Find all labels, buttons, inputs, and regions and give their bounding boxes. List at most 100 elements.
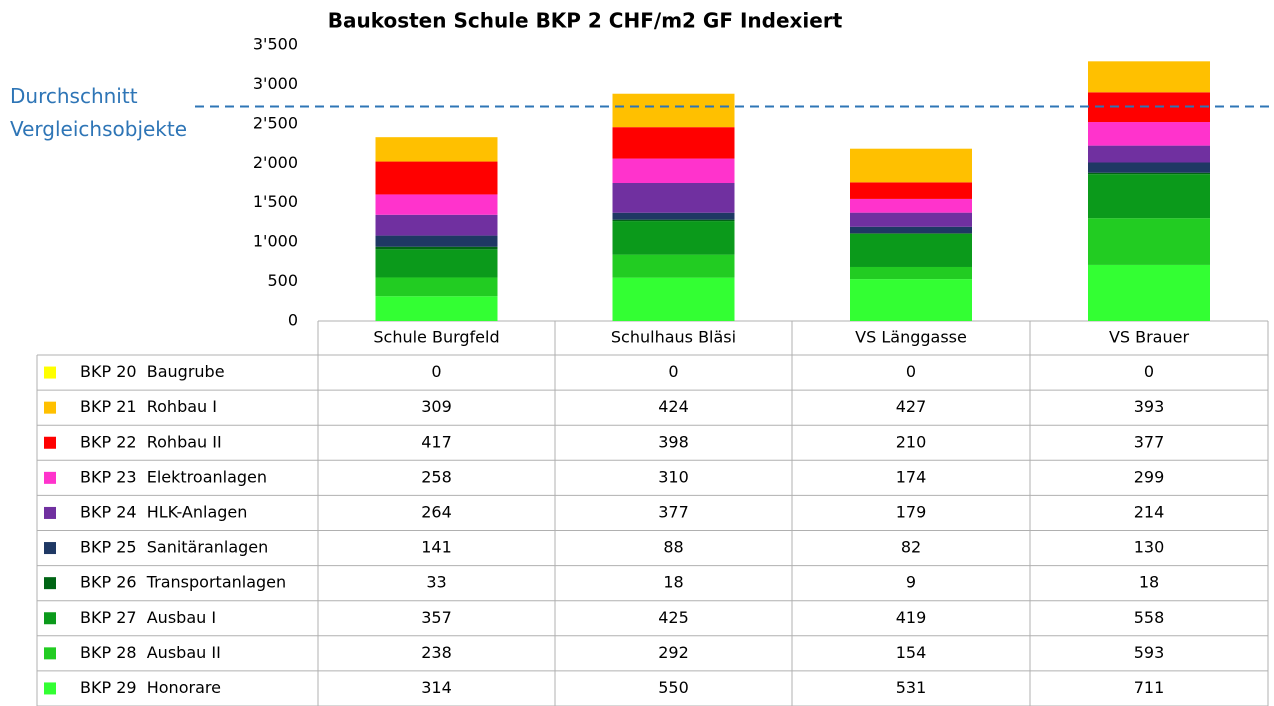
- table-value: 531: [896, 678, 927, 697]
- bar-segment: [1088, 264, 1210, 321]
- legend-swatch: [44, 612, 56, 625]
- reference-label: Durchschnitt Vergleichsobjekte: [10, 84, 188, 141]
- table-value: 238: [421, 643, 452, 662]
- bar-segment: [850, 266, 972, 280]
- table-value: 357: [421, 608, 452, 627]
- table-value: 0: [906, 362, 916, 381]
- category-label: Schulhaus Bläsi: [611, 328, 736, 347]
- table-value: 299: [1134, 467, 1165, 486]
- table-value: 711: [1134, 678, 1165, 697]
- legend-swatch: [44, 506, 56, 519]
- category-label: VS Länggasse: [855, 328, 967, 347]
- bar-segment: [612, 221, 735, 255]
- table-value: 33: [426, 573, 446, 592]
- table-value: 18: [663, 573, 683, 592]
- legend-swatch: [44, 436, 56, 449]
- bar-segment: [375, 161, 498, 195]
- bar-segment: [850, 233, 972, 234]
- legend-label: BKP 21 Rohbau I: [80, 397, 217, 416]
- y-tick-label: 1'500: [253, 192, 298, 211]
- table-value: 214: [1134, 502, 1165, 521]
- bar-segment: [850, 279, 972, 321]
- legend-swatch: [44, 577, 56, 590]
- table-value: 419: [896, 608, 927, 627]
- table-value: 424: [658, 397, 689, 416]
- category-label: Schule Burgfeld: [373, 328, 499, 347]
- bar-segment: [850, 148, 972, 183]
- bar-segment: [612, 183, 735, 213]
- table-value: 427: [896, 397, 927, 416]
- bar-segment: [612, 212, 735, 220]
- legend-swatch: [44, 682, 56, 695]
- table-value: 0: [668, 362, 678, 381]
- y-tick-label: 3'500: [253, 35, 298, 54]
- table-value: 130: [1134, 538, 1165, 557]
- table-value: 174: [896, 467, 927, 486]
- table-value: 393: [1134, 397, 1165, 416]
- bar-segment: [1088, 174, 1210, 219]
- legend-swatch: [44, 471, 56, 484]
- table-value: 398: [658, 432, 689, 451]
- bar-segment: [375, 235, 498, 247]
- table-value: 141: [421, 538, 452, 557]
- bar-segment: [375, 277, 498, 297]
- table-value: 264: [421, 502, 452, 521]
- table-value: 82: [901, 538, 921, 557]
- table-value: 9: [906, 573, 916, 592]
- bar-segment: [1088, 145, 1210, 163]
- table-value: 314: [421, 678, 452, 697]
- table-value: 377: [658, 502, 689, 521]
- bar-segment: [850, 212, 972, 227]
- bar-segment: [612, 277, 735, 321]
- legend-label: BKP 25 Sanitäranlagen: [80, 538, 268, 557]
- bar-segment: [850, 233, 972, 267]
- chart-title: Baukosten Schule BKP 2 CHF/m2 GF Indexie…: [328, 9, 843, 33]
- legend-swatch: [44, 542, 56, 555]
- table-value: 425: [658, 608, 689, 627]
- legend-label: BKP 26 Transportanlagen: [80, 573, 286, 592]
- bar-segment: [1088, 162, 1210, 173]
- y-tick-label: 3'000: [253, 74, 298, 93]
- table-value: 0: [431, 362, 441, 381]
- bar-segment: [1088, 61, 1210, 93]
- table-value: 309: [421, 397, 452, 416]
- bar-segment: [850, 226, 972, 234]
- legend-label: BKP 20 Baugrube: [80, 362, 225, 381]
- legend-label: BKP 28 Ausbau II: [80, 643, 221, 662]
- legend-swatch: [44, 366, 56, 379]
- legend-label: BKP 23 Elektroanlagen: [80, 467, 267, 486]
- legend-swatch: [44, 647, 56, 660]
- y-tick-label: 500: [267, 271, 298, 290]
- bar-segment: [612, 127, 735, 159]
- category-label: VS Brauer: [1109, 328, 1190, 347]
- legend-label: BKP 24 HLK-Anlagen: [80, 502, 247, 521]
- table-value: 179: [896, 502, 927, 521]
- table-value: 258: [421, 467, 452, 486]
- bar-segment: [850, 182, 972, 199]
- bar-segment: [375, 246, 498, 250]
- y-tick-label: 2'500: [253, 113, 298, 132]
- y-tick-label: 1'000: [253, 232, 298, 251]
- legend-label: BKP 27 Ausbau I: [80, 608, 216, 627]
- bar-segment: [850, 198, 972, 213]
- table-value: 550: [658, 678, 689, 697]
- table-value: 18: [1139, 573, 1159, 592]
- table-value: 593: [1134, 643, 1165, 662]
- bar-segment: [375, 194, 498, 215]
- bar-segment: [612, 254, 735, 278]
- table-value: 210: [896, 432, 927, 451]
- bar-segment: [612, 219, 735, 222]
- bar-segment: [375, 249, 498, 278]
- table-value: 310: [658, 467, 689, 486]
- bar-segment: [612, 158, 735, 183]
- table-value: 0: [1144, 362, 1154, 381]
- y-tick-label: 2'000: [253, 153, 298, 172]
- table-value: 417: [421, 432, 452, 451]
- legend-label: BKP 29 Honorare: [80, 678, 221, 697]
- table-value: 154: [896, 643, 927, 662]
- table-value: 88: [663, 538, 683, 557]
- bar-segment: [1088, 172, 1210, 175]
- legend-label: BKP 22 Rohbau II: [80, 432, 222, 451]
